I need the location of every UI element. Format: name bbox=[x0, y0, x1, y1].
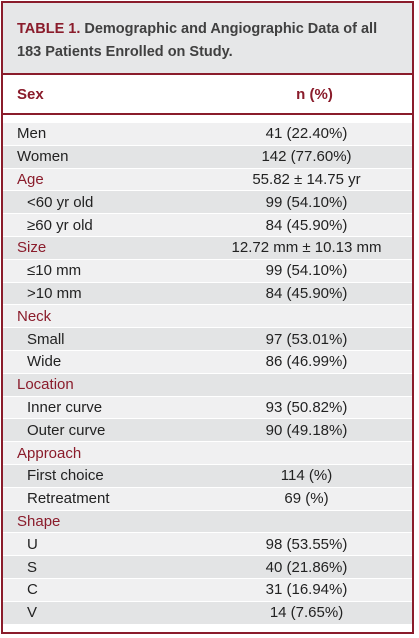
row-value: 90 (49.18%) bbox=[265, 421, 348, 439]
row-value: 98 (53.55%) bbox=[265, 535, 348, 553]
row-value: 86 (46.99%) bbox=[265, 353, 348, 371]
table-row: Retreatment 69 (%) bbox=[3, 487, 412, 511]
table-body: Men 41 (22.40%) Women 142 (77.60%) Age 55.8… bbox=[3, 123, 412, 625]
row-label: >10 mm bbox=[27, 284, 82, 302]
table-row: Wide 86 (46.99%) bbox=[3, 350, 412, 374]
row-label: Wide bbox=[27, 353, 62, 371]
row-value: 84 (45.90%) bbox=[265, 284, 348, 302]
row-value: 99 (54.10%) bbox=[265, 193, 348, 211]
row-label: U bbox=[27, 535, 38, 553]
row-label: S bbox=[27, 558, 38, 576]
row-label: <60 yr old bbox=[27, 193, 94, 211]
table-row: Outer curve 90 (49.18%) bbox=[3, 419, 412, 443]
row-value: 31 (16.94%) bbox=[265, 581, 348, 599]
table-frame: TABLE 1. Demographic and Angiographic Dat… bbox=[1, 1, 414, 634]
table-row: Men 41 (22.40%) bbox=[3, 123, 412, 146]
row-label: Women bbox=[17, 148, 69, 166]
row-label: Outer curve bbox=[27, 421, 106, 439]
row-label: ≥60 yr old bbox=[27, 216, 93, 234]
row-label: Small bbox=[27, 330, 65, 348]
row-value: 114 (%) bbox=[280, 467, 333, 485]
table-row: Location bbox=[3, 373, 412, 397]
table-row: ≥60 yr old 84 (45.90%) bbox=[3, 214, 412, 237]
table-label: TABLE 1. bbox=[17, 21, 81, 37]
row-label: Retreatment bbox=[27, 490, 110, 508]
table-row: Women 142 (77.60%) bbox=[3, 145, 412, 169]
row-label: Age bbox=[17, 170, 44, 188]
table-row: First choice 114 (%) bbox=[3, 464, 412, 488]
row-value: 84 (45.90%) bbox=[265, 216, 348, 234]
row-value: 142 (77.60%) bbox=[261, 148, 352, 166]
row-value: 93 (50.82%) bbox=[265, 398, 348, 416]
table-row: C 31 (16.94%) bbox=[3, 578, 412, 602]
row-label: Neck bbox=[17, 307, 52, 325]
table-row: U 98 (53.55%) bbox=[3, 533, 412, 557]
table-row: Shape bbox=[3, 510, 412, 534]
row-label: Approach bbox=[17, 444, 82, 462]
row-value: 97 (53.01%) bbox=[265, 330, 348, 348]
row-value: 99 (54.10%) bbox=[265, 262, 348, 280]
row-label: Inner curve bbox=[27, 398, 103, 416]
table-row: S 40 (21.86%) bbox=[3, 556, 412, 579]
table-row: ≤10 mm 99 (54.10%) bbox=[3, 259, 412, 283]
table-row: <60 yr old 99 (54.10%) bbox=[3, 191, 412, 215]
column-header-sex: Sex bbox=[17, 85, 44, 103]
column-header-n-percent: n (%) bbox=[296, 85, 333, 103]
table-row: >10 mm 84 (45.90%) bbox=[3, 282, 412, 306]
table-row: Size 12.72 mm ± 10.13 mm bbox=[3, 236, 412, 260]
row-label: Shape bbox=[17, 512, 61, 530]
row-label: Size bbox=[17, 239, 47, 257]
row-value: 40 (21.86%) bbox=[265, 558, 348, 576]
table-row: Small 97 (53.01%) bbox=[3, 328, 412, 351]
table-row: Age 55.82 ± 14.75 yr bbox=[3, 168, 412, 192]
row-label: Men bbox=[17, 125, 47, 143]
table-title: Demographic and Angiographic Data of all… bbox=[17, 21, 378, 60]
table-row: V 14 (7.65%) bbox=[3, 601, 412, 625]
table-caption: TABLE 1. Demographic and Angiographic Dat… bbox=[3, 3, 412, 73]
table-row: Neck bbox=[3, 305, 412, 329]
table-row: Approach bbox=[3, 442, 412, 465]
row-value: 41 (22.40%) bbox=[265, 125, 348, 143]
row-label: C bbox=[27, 581, 38, 599]
row-value: 69 (%) bbox=[284, 490, 329, 508]
table-header-row: Sex n (%) bbox=[3, 73, 412, 115]
row-label: Location bbox=[17, 376, 74, 394]
row-value: 12.72 mm ± 10.13 mm bbox=[231, 239, 382, 257]
table-row: Inner curve 93 (50.82%) bbox=[3, 396, 412, 420]
row-label: ≤10 mm bbox=[27, 262, 82, 280]
row-value: 55.82 ± 14.75 yr bbox=[252, 170, 361, 188]
row-label: First choice bbox=[27, 467, 104, 485]
row-value: 14 (7.65%) bbox=[269, 604, 344, 622]
row-label: V bbox=[27, 604, 38, 622]
